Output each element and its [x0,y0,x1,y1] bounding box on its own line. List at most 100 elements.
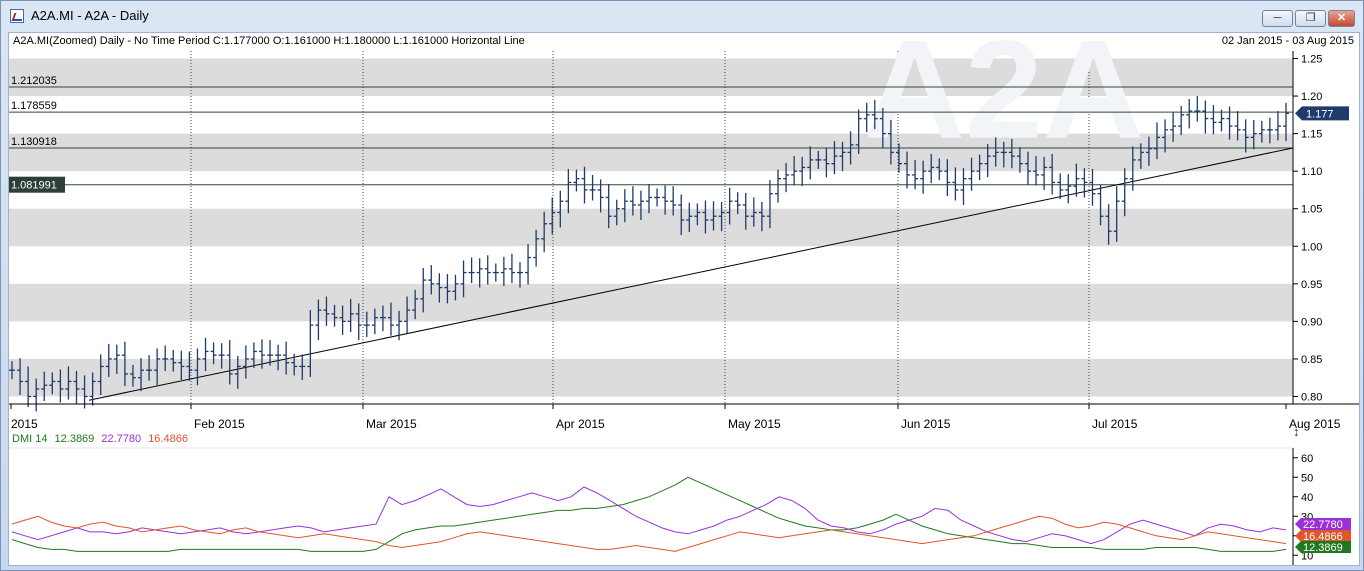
date-tick-label: May 2015 [728,417,781,431]
ohlc-bar [597,179,604,213]
ohlc-bar [339,305,346,335]
chart-area[interactable]: A2A 1.212035 1.178559 1.130918 1.081991 0.8… [8,32,1360,566]
ohlc-bar [508,253,515,284]
ohlc-bar [146,355,153,381]
ohlc-bar [895,143,902,173]
close-button[interactable]: ✕ [1328,10,1355,27]
dmi-tick-label: 60 [1301,453,1313,465]
horizontal-line-tag [9,176,65,193]
vertical-grid [190,51,1090,404]
ohlc-bar [646,183,652,214]
ohlc-bar [1073,163,1080,197]
ohlc-bar [710,201,717,231]
ohlc-bar [758,201,765,232]
ohlc-bar [742,192,749,230]
plus-di-value: 22.7780 [101,433,141,445]
ohlc-bar [1097,184,1104,226]
price-tick-label: 1.00 [1301,241,1322,253]
ohlc-bar [541,211,548,253]
last-price-label: 1.177 [1306,108,1334,120]
ohlc-bar [452,274,459,301]
ohlc-bar [1000,141,1007,168]
ohlc-bar [404,296,411,334]
price-band [9,58,1293,97]
dmi-legend: DMI 14 12.3869 22.7780 16.4866 [12,433,188,445]
ohlc-bar [516,262,523,288]
ohlc-bar [218,343,225,369]
dmi-label: DMI 14 [12,433,47,445]
ohlc-bar [202,337,209,371]
ohlc-bar [662,185,669,215]
ohlc-bar [138,358,145,392]
ohlc-bar [226,340,233,385]
ohlc-bar [129,364,136,387]
ohlc-bar [1137,143,1144,169]
ohlc-bar [775,169,782,203]
ohlc-bar [678,194,685,236]
ohlc-bar [1170,112,1177,142]
ohlc-bar [928,153,935,184]
ohlc-bar [444,274,451,304]
ohlc-bar [484,255,491,285]
ohlc-bar [33,378,40,412]
ohlc-bar [460,260,467,298]
price-tick-label: 0.85 [1301,354,1322,366]
ohlc-bar [242,345,249,379]
horizontal-lines[interactable]: 1.212035 1.178559 1.130918 1.081991 [9,75,1293,193]
ohlc-bar [1226,106,1233,140]
ohlc-bar [331,304,338,327]
ohlc-bar [1105,204,1112,245]
resize-handle-icon[interactable]: ↕ [1293,424,1300,439]
ohlc-bar [9,361,15,380]
ohlc-bar [984,144,991,178]
ohlc-bar [1081,168,1088,198]
price-tick-label: 1.05 [1301,204,1322,216]
ohlc-bar [162,345,169,371]
ohlc-bar [41,371,48,401]
maximize-button[interactable]: ❐ [1295,10,1326,27]
ohlc-bar [1008,138,1015,169]
ohlc-bar [960,168,967,205]
ohlc-bar [178,350,185,380]
date-tick-label: Aug 2015 [1289,417,1341,431]
date-tick-label: Feb 2015 [194,417,245,431]
ohlc-bar [1242,119,1249,153]
ohlc-bar [97,354,104,395]
title-bar[interactable]: A2A.MI - A2A - Daily ─ ❐ ✕ [1,1,1363,31]
ohlc-bar [1258,120,1265,143]
dmi-lines [11,476,1287,552]
ohlc-bar [1178,105,1185,136]
adx-line [11,476,1287,552]
ohlc-bar [573,169,580,192]
ohlc-bar [637,190,644,220]
ohlc-bar [387,302,394,336]
close-icon: ✕ [1336,12,1347,24]
ohlc-bar [500,256,507,287]
ohlc-bar [718,201,725,232]
ohlc-bar [847,131,854,165]
ohlc-bar [315,299,322,341]
ohlc-bar [694,203,701,226]
ohlc-bar [1162,119,1169,153]
ohlc-bar [154,348,161,386]
price-tick-label: 1.15 [1301,129,1322,141]
ohlc-bar [299,354,306,380]
ohlc-bar [436,273,443,303]
last-price-tag: 1.177 [1295,106,1349,121]
ohlc-bar [428,265,435,295]
ohlc-bars [9,96,1289,412]
minus-di-line [11,515,1287,552]
dmi-tick-label: 10 [1301,550,1313,562]
ohlc-bar [920,160,927,194]
ohlc-bar [1145,136,1152,166]
ohlc-bar [912,159,919,190]
ohlc-bar [726,187,733,225]
date-axis: 2015 Feb 2015 Mar 2015 Apr 2015 May 2015 Jun … [10,404,1341,431]
minus-di-value: 16.4866 [148,433,188,445]
ohlc-bar [879,108,886,149]
date-tick-label: Apr 2015 [556,417,605,431]
adx-tag-label: 12.3869 [1303,542,1343,554]
minimize-button[interactable]: ─ [1262,10,1293,27]
